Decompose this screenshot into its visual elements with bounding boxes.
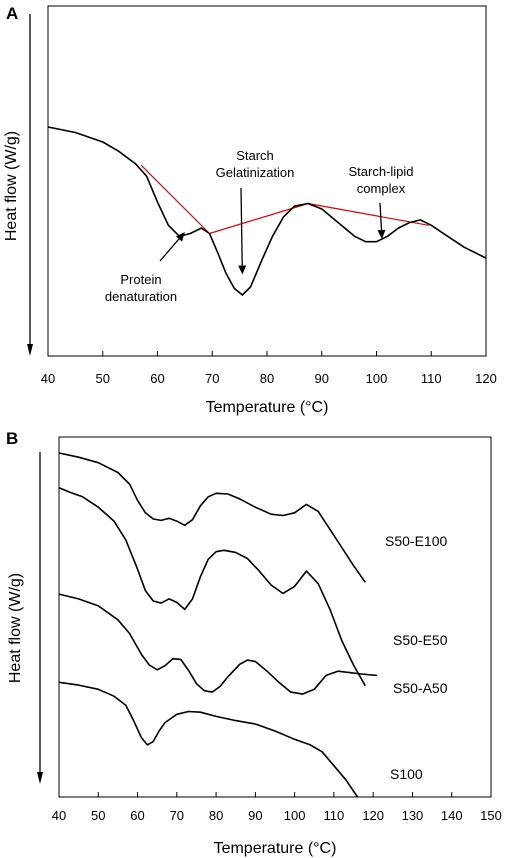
panel-a-annotation-text: Gelatinization bbox=[216, 165, 295, 180]
panel-b-series-label: S100 bbox=[390, 766, 423, 782]
panel-b-curve-s100 bbox=[58, 681, 359, 798]
panel-b-x-tick-label: 50 bbox=[91, 808, 105, 823]
panel-b-series-label: S50-E100 bbox=[385, 533, 447, 549]
panel-b-y-arrow-head bbox=[37, 772, 43, 784]
panel-a: A 40 50 60 70 80 90 100 110 120 Temperature (°C)… bbox=[3, 4, 497, 416]
panel-b-plot-area: S50-E100 S50-E50 S50-A50 S100 bbox=[58, 452, 448, 798]
panel-b-x-tick-label: 40 bbox=[52, 808, 66, 823]
panel-a-x-tick-label: 100 bbox=[366, 371, 388, 386]
panel-a-annotation: Starch-lipid complex bbox=[348, 164, 414, 239]
panel-a-annotation-arrow bbox=[240, 187, 243, 266]
panel-b-curve-s50-a50 bbox=[58, 593, 378, 695]
panel-a-x-tick-label: 50 bbox=[96, 371, 110, 386]
panel-b-label: B bbox=[6, 429, 18, 448]
panel-a-plot-area bbox=[47, 126, 487, 296]
panel-a-y-axis-title: Heat flow (W/g) bbox=[3, 131, 20, 241]
panel-a-label: A bbox=[6, 4, 18, 23]
panel-a-x-tick-label: 110 bbox=[421, 371, 442, 386]
panel-b-x-axis-title: Temperature (°C) bbox=[214, 840, 337, 857]
panel-b-x-tick-label: 120 bbox=[362, 808, 384, 823]
panel-a-annotation-text: denaturation bbox=[105, 289, 177, 304]
panel-a-annotation-arrowhead bbox=[238, 265, 247, 275]
panel-a-x-tick-label: 40 bbox=[41, 371, 55, 386]
panel-a-baseline-segment bbox=[307, 202, 429, 226]
panel-b-x-tick-label: 80 bbox=[209, 808, 223, 823]
panel-b-x-tick-label: 70 bbox=[170, 808, 184, 823]
panel-a-heat-flow-curve bbox=[47, 126, 487, 296]
panel-a-annotation-arrow bbox=[159, 238, 180, 262]
panel-b-curve-s50-e50 bbox=[58, 486, 366, 687]
panel-a-x-tick-label: 80 bbox=[260, 371, 274, 386]
panel-b-series-label: S50-E50 bbox=[393, 632, 448, 648]
panel-b-series-label: S50-A50 bbox=[393, 680, 448, 696]
panel-a-annotation: Protein denaturation bbox=[105, 232, 185, 304]
panel-b: B 40 50 60 70 80 90 100 110 120 130 140 150 Tempera… bbox=[6, 429, 502, 857]
panel-b-curve-s50-e100 bbox=[58, 452, 366, 583]
panel-a-annotation-arrow bbox=[379, 202, 383, 231]
panel-a-annotation-text: Starch-lipid bbox=[348, 164, 413, 179]
panel-b-x-axis: 40 50 60 70 80 90 100 110 120 130 140 150 bbox=[52, 792, 502, 823]
panel-b-x-tick-label: 140 bbox=[441, 808, 463, 823]
panel-b-x-tick-label: 130 bbox=[402, 808, 424, 823]
panel-a-x-tick-label: 90 bbox=[315, 371, 329, 386]
panel-a-y-arrow-head bbox=[27, 344, 33, 356]
panel-a-annotation: Starch Gelatinization bbox=[216, 148, 295, 275]
panel-a-annotation-text: Protein bbox=[120, 272, 161, 287]
panel-b-y-axis-title: Heat flow (W/g) bbox=[7, 573, 24, 683]
panel-b-x-tick-label: 110 bbox=[324, 808, 345, 823]
panel-b-x-tick-label: 100 bbox=[284, 808, 306, 823]
panel-b-x-tick-label: 150 bbox=[480, 808, 502, 823]
panel-a-x-tick-label: 120 bbox=[475, 371, 497, 386]
panel-a-annotation-text: complex bbox=[357, 181, 406, 196]
panel-a-annotation-arrowhead bbox=[175, 232, 185, 242]
panel-a-x-axis: 40 50 60 70 80 90 100 110 120 bbox=[41, 351, 497, 386]
panel-b-x-tick-label: 60 bbox=[130, 808, 144, 823]
panel-b-x-tick-label: 90 bbox=[248, 808, 262, 823]
panel-a-x-tick-label: 70 bbox=[205, 371, 219, 386]
panel-a-annotation-text: Starch bbox=[236, 148, 274, 163]
panel-a-baseline-segment bbox=[140, 164, 210, 234]
panel-a-x-tick-label: 60 bbox=[150, 371, 164, 386]
panel-a-x-axis-title: Temperature (°C) bbox=[206, 399, 329, 416]
panel-a-annotations: Starch Gelatinization Starch-lipid complex P… bbox=[105, 148, 414, 304]
panel-a-annotation-arrowhead bbox=[377, 229, 386, 239]
panel-b-plot-frame bbox=[58, 436, 492, 798]
